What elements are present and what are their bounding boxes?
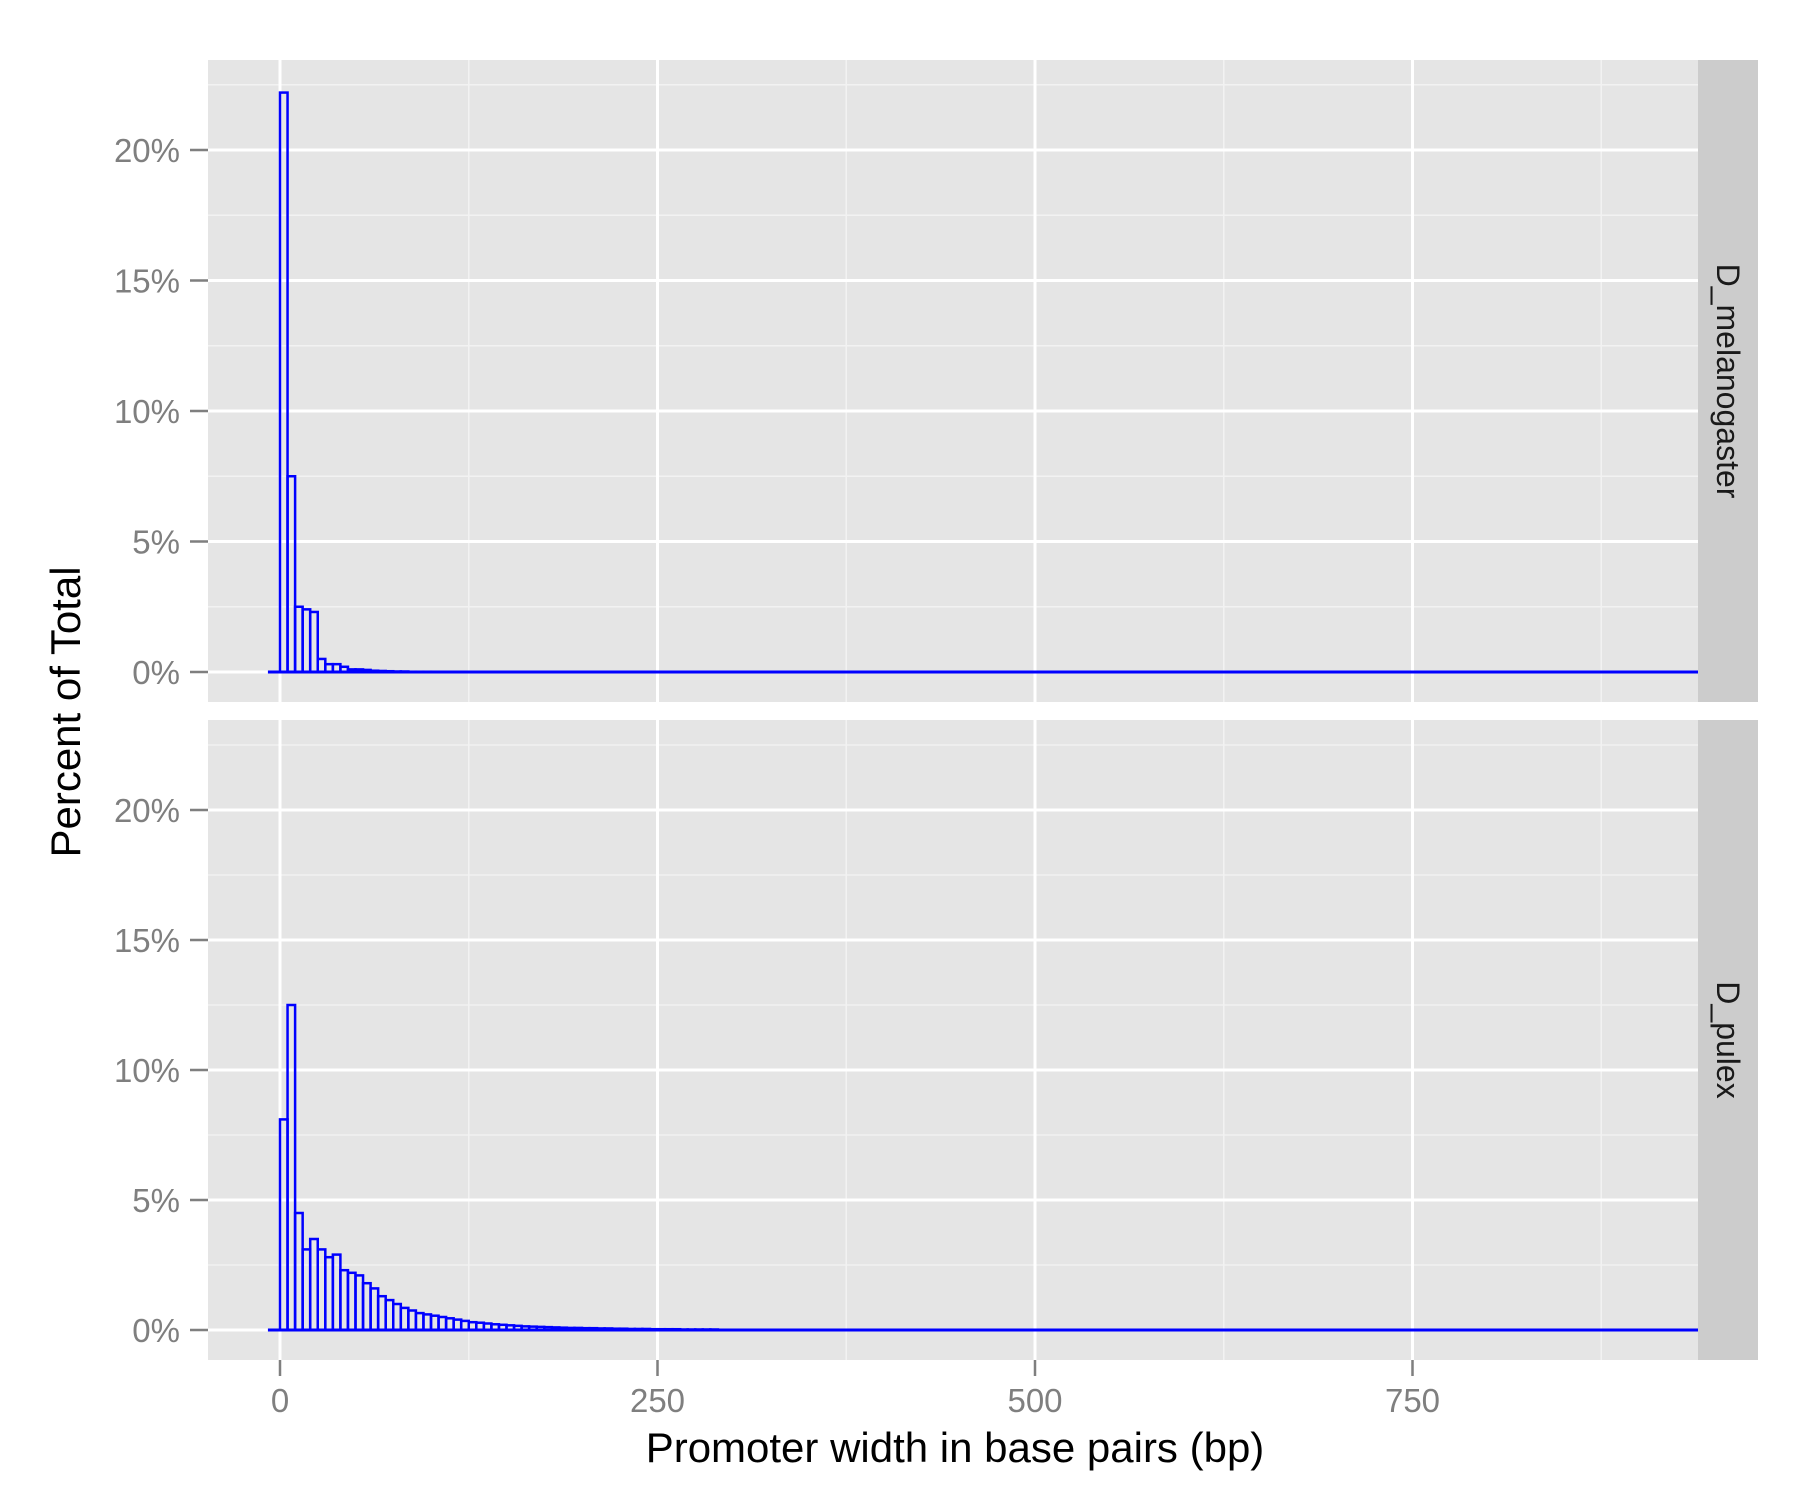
facet-strip <box>1698 60 1758 702</box>
panel-background <box>208 60 1698 702</box>
facet-strip-label: D_pulex <box>1710 981 1746 1098</box>
y-tick-label: 10% <box>114 1052 180 1089</box>
x-axis-title: Promoter width in base pairs (bp) <box>646 1424 1265 1471</box>
facet-panel: 0% 5% 10% 15% 20% D_pulex <box>114 720 1758 1360</box>
x-tick-label: 250 <box>630 1382 685 1419</box>
facet-strip-label: D_melanogaster <box>1710 264 1746 499</box>
facet-panel: 0% 5% 10% 15% 20% D_melanogaster <box>114 60 1758 702</box>
facet-panels: 0% 5% 10% 15% 20% D_melanogaster 0% 5% 10% 15% 20%… <box>114 60 1758 1360</box>
x-tick-label: 0 <box>271 1382 289 1419</box>
histogram-series <box>267 1003 1703 1332</box>
y-tick-label: 0% <box>132 654 180 691</box>
y-tick-label: 20% <box>114 132 180 169</box>
x-tick-label: 750 <box>1385 1382 1440 1419</box>
histogram-series <box>267 91 1703 674</box>
y-tick-label: 15% <box>114 922 180 959</box>
panel-background <box>208 720 1698 1360</box>
y-tick-label: 5% <box>132 524 180 561</box>
x-tick-label: 500 <box>1007 1382 1062 1419</box>
x-axis: 0 250 500 750 <box>271 1360 1440 1419</box>
y-axis-title: Percent of Total <box>42 566 89 857</box>
y-tick-label: 15% <box>114 263 180 300</box>
y-tick-label: 20% <box>114 792 180 829</box>
y-tick-label: 0% <box>132 1312 180 1349</box>
facet-strip <box>1698 720 1758 1360</box>
y-tick-label: 5% <box>132 1182 180 1219</box>
y-tick-label: 10% <box>114 393 180 430</box>
